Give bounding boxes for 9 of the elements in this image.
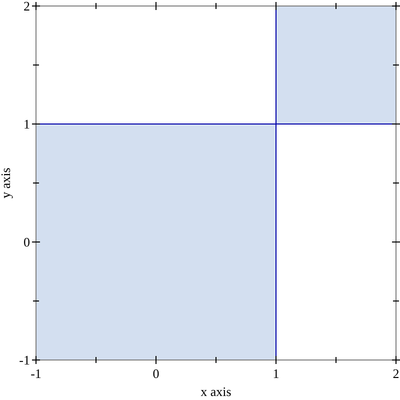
y-tick-label: 2 bbox=[24, 0, 30, 14]
y-tick-label: 0 bbox=[24, 234, 30, 250]
x-axis-title: x axis bbox=[200, 384, 232, 399]
y-tick-label: -1 bbox=[19, 352, 30, 368]
x-tick-label: 1 bbox=[272, 366, 280, 381]
x-tick-label: 2 bbox=[392, 366, 400, 381]
y-tick-label: 1 bbox=[24, 116, 30, 132]
x-tick-label: 0 bbox=[152, 366, 160, 381]
y-axis-title: y axis bbox=[0, 168, 13, 198]
